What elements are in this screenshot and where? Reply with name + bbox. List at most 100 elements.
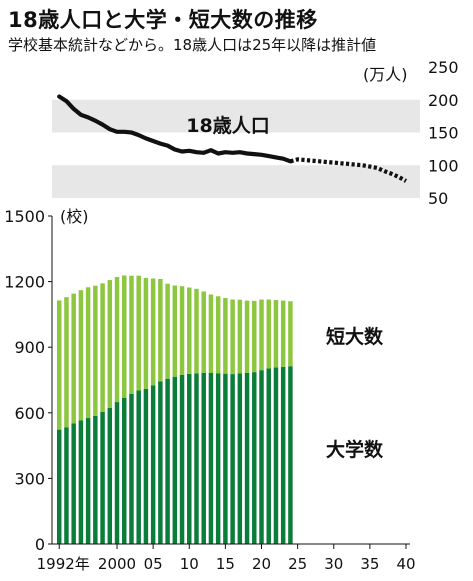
bar-junior-college	[252, 300, 257, 373]
bar-university	[136, 390, 141, 544]
bar-junior-college	[266, 299, 271, 369]
bar-university	[244, 373, 250, 544]
bar-university	[85, 418, 91, 544]
bar-junior-college	[230, 299, 235, 375]
bar-junior-college	[71, 293, 76, 424]
grid-band	[52, 165, 420, 198]
bar-junior-college	[237, 299, 243, 374]
bar-junior-college	[100, 283, 105, 412]
chart-title: 18歳人口と大学・短大数の推移	[8, 8, 318, 32]
bar-junior-college	[215, 296, 221, 374]
x-tick-label: 2000	[98, 555, 136, 573]
population-projected-line	[289, 157, 408, 183]
bar-university	[259, 370, 264, 544]
bar-junior-college	[259, 299, 264, 371]
bar-university	[288, 366, 293, 544]
line-y-tick-label: 50	[428, 189, 448, 208]
bar-university	[114, 402, 120, 544]
x-tick-label: 05	[144, 555, 163, 573]
bar-junior-college	[208, 294, 214, 373]
bar-junior-college	[194, 288, 199, 374]
bar-university	[223, 373, 228, 544]
bar-university	[266, 368, 271, 544]
bar-junior-college	[56, 300, 62, 430]
bar-junior-college	[64, 297, 69, 428]
x-tick-label: 1992年	[37, 555, 90, 573]
bar-junior-college	[223, 298, 228, 374]
bar-junior-college	[165, 283, 170, 379]
bar-university	[172, 376, 178, 544]
bar-junior-college	[107, 280, 113, 408]
bar-university	[107, 407, 113, 544]
series-label-university: 大学数	[326, 438, 384, 461]
bar-university	[165, 378, 170, 544]
bar-junior-college	[150, 278, 156, 386]
bar-junior-college	[143, 277, 149, 389]
x-tick-label: 20	[252, 555, 271, 573]
bar-y-tick-label: 0	[35, 535, 45, 554]
bar-university	[78, 420, 84, 544]
bar-y-tick-label: 1200	[4, 273, 45, 292]
bar-university	[201, 372, 206, 544]
bar-junior-college	[172, 285, 178, 377]
line-y-tick-label: 200	[428, 91, 459, 110]
line-y-tick-label: 150	[428, 124, 459, 143]
line-y-axis-unit: (万人)	[363, 65, 408, 84]
bar-junior-college	[78, 290, 84, 421]
bar-junior-college	[129, 275, 134, 394]
bar-y-tick-label: 300	[14, 469, 45, 488]
x-tick-label: 10	[180, 555, 199, 573]
chart-subtitle: 学校基本統計などから。18歳人口は25年以降は推計値	[8, 36, 377, 54]
x-tick-label: 40	[396, 555, 415, 573]
x-tick-label: 25	[288, 555, 307, 573]
line-y-tick-label: 250	[428, 58, 459, 77]
bar-university	[280, 366, 286, 544]
bar-university	[143, 388, 149, 544]
bar-university	[71, 423, 76, 544]
bar-university	[56, 429, 62, 544]
bar-university	[230, 374, 235, 544]
bar-junior-college	[85, 287, 91, 419]
bar-junior-college	[122, 275, 127, 398]
bar-junior-college	[93, 285, 98, 416]
bar-junior-college	[273, 299, 279, 368]
bar-university	[100, 411, 105, 544]
bar-y-tick-label: 600	[14, 404, 45, 423]
bar-university	[179, 374, 185, 544]
bar-junior-college	[288, 301, 293, 367]
bar-junior-college	[201, 291, 206, 373]
bar-university	[64, 427, 69, 544]
bar-university	[158, 381, 163, 544]
bar-y-tick-label: 1500	[4, 207, 45, 226]
bar-junior-college	[179, 286, 185, 375]
bar-university	[122, 397, 127, 544]
line-series-label: 18歳人口	[186, 115, 269, 137]
bar-junior-college	[280, 300, 286, 367]
bar-y-tick-label: 900	[14, 338, 45, 357]
bar-junior-college	[114, 277, 120, 403]
series-label-junior-college: 短大数	[326, 325, 384, 348]
bar-university	[252, 372, 257, 544]
bar-junior-college	[187, 287, 192, 374]
x-tick-label: 35	[360, 555, 379, 573]
bar-y-axis-unit: (校)	[60, 207, 89, 226]
bar-university	[150, 385, 156, 544]
x-tick-label: 15	[216, 555, 235, 573]
bar-university	[273, 367, 279, 544]
bar-junior-college	[136, 275, 141, 391]
bar-university	[187, 373, 192, 544]
bar-university	[93, 415, 98, 544]
bar-university	[194, 373, 199, 544]
bar-junior-college	[158, 278, 163, 382]
x-tick-label: 30	[324, 555, 343, 573]
bar-university	[208, 373, 214, 544]
bar-university	[237, 373, 243, 544]
line-y-tick-label: 100	[428, 156, 459, 175]
bar-junior-college	[244, 300, 250, 373]
bar-university	[129, 393, 134, 544]
population-actual-line	[57, 94, 293, 164]
grid-band	[52, 99, 420, 133]
bar-university	[215, 373, 221, 544]
